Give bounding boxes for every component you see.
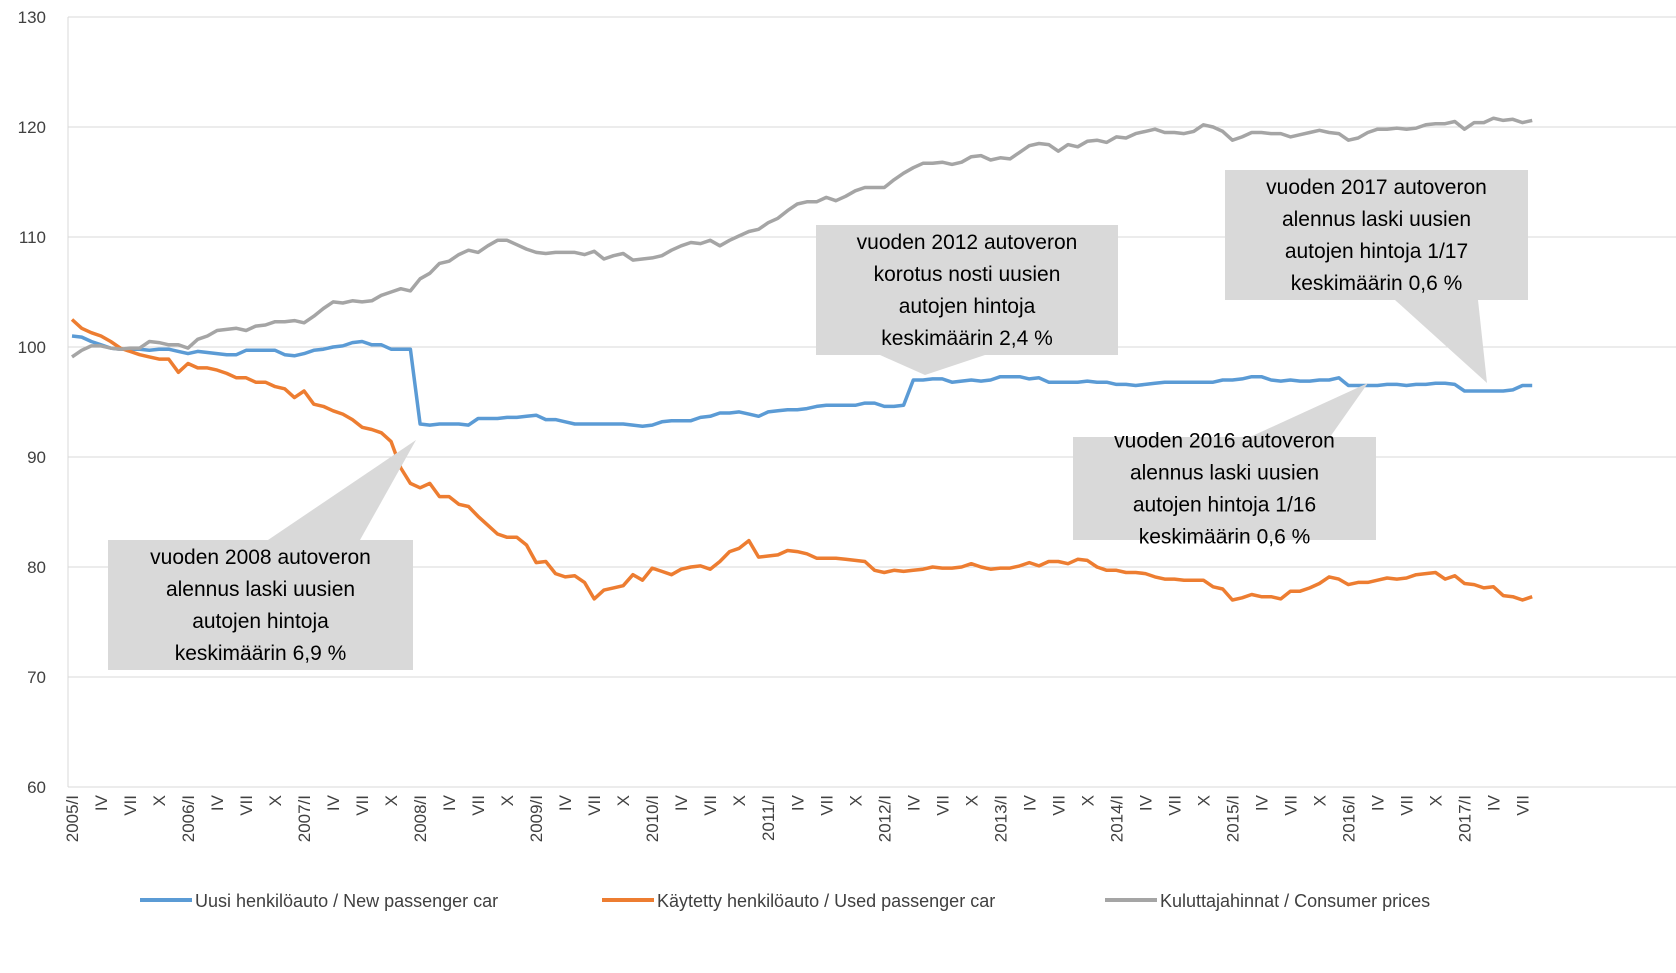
y-tick-label: 120 xyxy=(18,118,46,137)
callout: vuoden 2016 autoveron alennus laski uusie… xyxy=(1073,383,1376,549)
callout-box xyxy=(1073,437,1376,540)
x-tick-label: IV xyxy=(1484,794,1503,811)
x-tick-label: 2016/I xyxy=(1339,795,1358,842)
x-tick-label: VII xyxy=(1281,795,1300,816)
x-tick-label: X xyxy=(1426,795,1445,806)
legend-label: Kuluttajahinnat / Consumer prices xyxy=(1160,891,1430,911)
x-tick-label: VII xyxy=(933,795,952,816)
callout: vuoden 2017 autoveron alennus laski uusie… xyxy=(1225,170,1528,383)
y-tick-label: 90 xyxy=(27,448,46,467)
callout-text: alennus laski uusien xyxy=(166,578,355,601)
y-tick-label: 100 xyxy=(18,338,46,357)
x-tick-label: IV xyxy=(788,794,807,811)
x-tick-label: X xyxy=(498,795,517,806)
callout-text: korotus nosti uusien xyxy=(874,263,1061,286)
x-tick-label: 2013/I xyxy=(991,795,1010,842)
callout-pointer xyxy=(268,440,416,540)
x-tick-label: VII xyxy=(817,795,836,816)
callout-text: vuoden 2012 autoveron xyxy=(857,231,1078,254)
x-tick-label: VII xyxy=(1514,795,1533,816)
x-tick-label: 2006/I xyxy=(179,795,198,842)
x-tick-label: IV xyxy=(208,794,227,811)
callout-text: keskimäärin 0,6 % xyxy=(1291,272,1463,295)
x-tick-label: VII xyxy=(1397,795,1416,816)
x-tick-label: X xyxy=(730,795,749,806)
x-tick-label: X xyxy=(382,795,401,806)
legend-label: Käytetty henkilöauto / Used passenger ca… xyxy=(657,891,995,911)
x-tick-label: IV xyxy=(324,794,343,811)
x-tick-label: X xyxy=(1078,795,1097,806)
callout-text: keskimäärin 0,6 % xyxy=(1139,526,1311,549)
x-tick-label: 2012/I xyxy=(875,795,894,842)
x-tick-label: 2015/I xyxy=(1223,795,1242,842)
x-tick-label: IV xyxy=(556,794,575,811)
x-tick-label: 2007/I xyxy=(295,795,314,842)
x-tick-label: IV xyxy=(1020,794,1039,811)
callout-box xyxy=(1225,170,1528,300)
x-tick-label: IV xyxy=(904,794,923,811)
x-tick-label: X xyxy=(962,795,981,806)
x-tick-label: VII xyxy=(585,795,604,816)
callout-text: autojen hintoja xyxy=(192,610,329,633)
x-tick-label: X xyxy=(1194,795,1213,806)
callout-text: autojen hintoja xyxy=(899,295,1036,318)
x-tick-label: IV xyxy=(440,794,459,811)
callout: vuoden 2008 autoveron alennus laski uusie… xyxy=(108,440,416,670)
x-tick-label: 2005/I xyxy=(63,795,82,842)
x-tick-label: 2008/I xyxy=(411,795,430,842)
callout-pointer xyxy=(880,355,985,375)
x-tick-label: VII xyxy=(121,795,140,816)
x-tick-label: X xyxy=(150,795,169,806)
x-tick-label: VII xyxy=(701,795,720,816)
series-line xyxy=(71,334,1533,428)
x-tick-label: X xyxy=(614,795,633,806)
x-tick-label: 2009/I xyxy=(527,795,546,842)
callout-text: vuoden 2017 autoveron xyxy=(1266,176,1487,199)
x-tick-label: VII xyxy=(1049,795,1068,816)
x-tick-label: VII xyxy=(353,795,372,816)
x-tick-label: 2010/I xyxy=(643,795,662,842)
x-tick-label: VII xyxy=(237,795,256,816)
y-tick-label: 70 xyxy=(27,668,46,687)
callout-box xyxy=(816,225,1118,355)
x-tick-label: IV xyxy=(1136,794,1155,811)
x-tick-label: VII xyxy=(1165,795,1184,816)
callout-text: alennus laski uusien xyxy=(1130,462,1319,485)
callout-text: vuoden 2016 autoveron xyxy=(1114,430,1335,453)
callout-box xyxy=(108,540,413,670)
y-tick-label: 80 xyxy=(27,558,46,577)
callout-pointer xyxy=(1395,300,1487,383)
x-tick-label: IV xyxy=(672,794,691,811)
callout-pointer xyxy=(1250,383,1368,437)
callout-text: autojen hintoja 1/17 xyxy=(1285,240,1468,263)
x-tick-label: 2014/I xyxy=(1107,795,1126,842)
y-tick-label: 110 xyxy=(19,228,46,247)
y-tick-label: 60 xyxy=(27,778,46,797)
series-line xyxy=(70,318,1533,602)
y-tick-label: 130 xyxy=(18,8,46,27)
callout-text: keskimäärin 2,4 % xyxy=(881,327,1053,350)
series-line xyxy=(71,116,1533,359)
x-tick-label: IV xyxy=(1252,794,1271,811)
callout-text: vuoden 2008 autoveron xyxy=(150,546,371,569)
x-tick-label: 2017/I xyxy=(1455,795,1474,842)
x-tick-label: VII xyxy=(469,795,488,816)
callout: vuoden 2012 autoveron korotus nosti uusie… xyxy=(816,225,1118,375)
x-tick-label: IV xyxy=(92,794,111,811)
x-tick-label: X xyxy=(1310,795,1329,806)
x-tick-label: X xyxy=(266,795,285,806)
x-tick-label: X xyxy=(846,795,865,806)
legend-label: Uusi henkilöauto / New passenger car xyxy=(195,891,498,911)
callout-text: autojen hintoja 1/16 xyxy=(1133,494,1316,517)
x-tick-label: IV xyxy=(1368,794,1387,811)
callout-text: alennus laski uusien xyxy=(1282,208,1471,231)
x-tick-label: 2011/I xyxy=(759,795,778,841)
callout-text: keskimäärin 6,9 % xyxy=(175,642,347,665)
